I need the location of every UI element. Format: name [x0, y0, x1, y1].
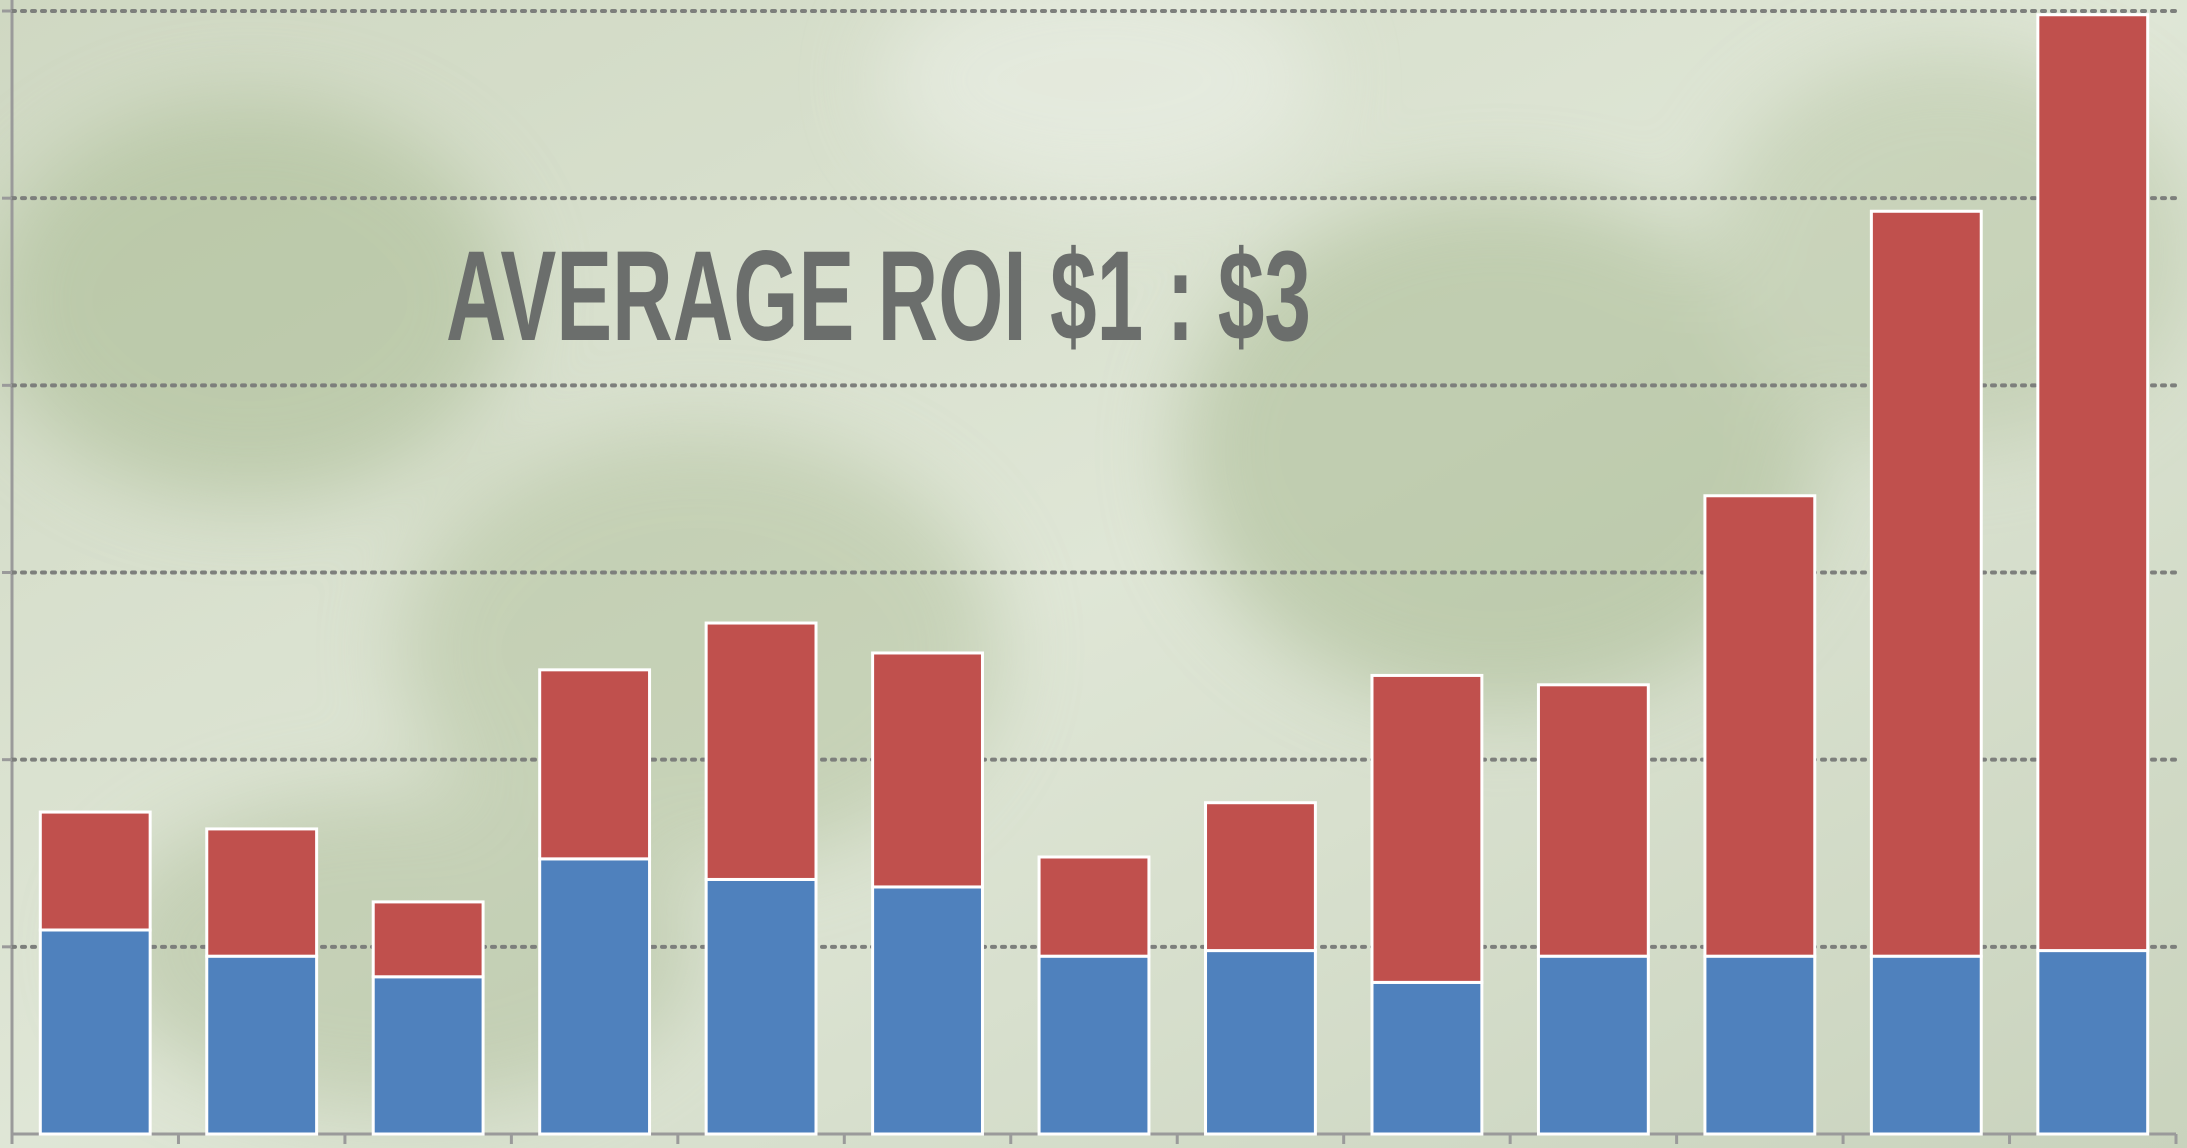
bar-segment [1705, 496, 1815, 956]
bar-segment [1206, 803, 1316, 951]
bar-segment [373, 977, 483, 1134]
bar-segment [1871, 211, 1981, 956]
chart: AVERAGE ROI $1 : $3 [0, 0, 2187, 1148]
bar-segment [706, 879, 816, 1134]
bar-segment [1372, 675, 1482, 982]
bar-segment [1538, 956, 1648, 1134]
page: AVERAGE ROI $1 : $3 (() => { const data … [0, 0, 2187, 1148]
bar-segment [1538, 685, 1648, 956]
bar-segment [1206, 951, 1316, 1134]
bar-segment [706, 623, 816, 879]
bar-segment [2038, 15, 2148, 951]
bar-segment [1039, 857, 1149, 956]
bar-segment [1871, 956, 1981, 1134]
bar-segment [1372, 982, 1482, 1134]
bar-segment [207, 956, 317, 1134]
bar-segment [207, 829, 317, 956]
bar-segment [873, 887, 983, 1134]
bar-segment [373, 902, 483, 977]
bar-segment [1705, 956, 1815, 1134]
bar-segment [40, 812, 150, 930]
bar-segment [2038, 951, 2148, 1134]
chart-title: AVERAGE ROI $1 : $3 [446, 225, 1311, 368]
bar-segment [540, 670, 650, 859]
bar-segment [873, 653, 983, 887]
bar-segment [1039, 956, 1149, 1134]
bar-segment [40, 930, 150, 1134]
bar-segment [540, 859, 650, 1134]
